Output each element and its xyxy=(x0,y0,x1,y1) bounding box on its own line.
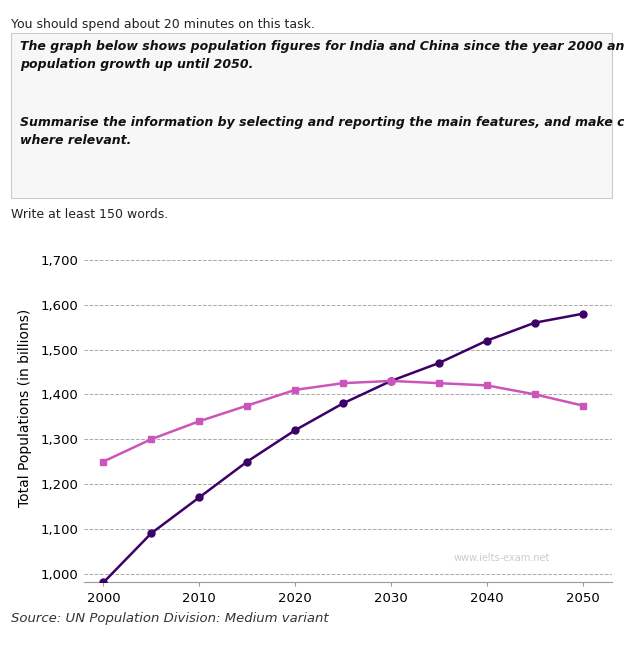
China xyxy=(148,436,155,443)
India xyxy=(291,426,299,434)
Line: China: China xyxy=(100,377,586,465)
Text: Summarise the information by selecting and reporting the main features, and make: Summarise the information by selecting a… xyxy=(20,116,624,147)
Text: Write at least 150 words.: Write at least 150 words. xyxy=(11,208,168,221)
China xyxy=(339,379,347,387)
India xyxy=(148,530,155,537)
China xyxy=(291,386,299,394)
India xyxy=(339,400,347,407)
China xyxy=(100,458,107,466)
India xyxy=(579,310,587,317)
India xyxy=(435,359,442,367)
Text: Source: UN Population Division: Medium variant: Source: UN Population Division: Medium v… xyxy=(11,612,329,625)
China xyxy=(483,381,490,389)
India xyxy=(243,458,251,466)
India xyxy=(531,319,539,326)
India xyxy=(100,579,107,586)
Legend: India, China: India, China xyxy=(256,163,439,188)
China xyxy=(435,379,442,387)
India xyxy=(388,377,395,385)
Line: India: India xyxy=(100,310,586,586)
India xyxy=(195,494,203,502)
China xyxy=(195,417,203,425)
China xyxy=(531,390,539,398)
Text: The graph below shows population figures for India and China since the year 2000: The graph below shows population figures… xyxy=(20,40,624,71)
Text: You should spend about 20 minutes on this task.: You should spend about 20 minutes on thi… xyxy=(11,18,315,31)
Text: www.ielts-exam.net: www.ielts-exam.net xyxy=(453,553,550,564)
Title: Population growth in India and China: Population growth in India and China xyxy=(129,165,567,184)
China xyxy=(388,377,395,385)
India xyxy=(483,337,490,345)
Y-axis label: Total Populations (in billions): Total Populations (in billions) xyxy=(19,309,32,507)
China xyxy=(579,402,587,409)
China xyxy=(243,402,251,409)
